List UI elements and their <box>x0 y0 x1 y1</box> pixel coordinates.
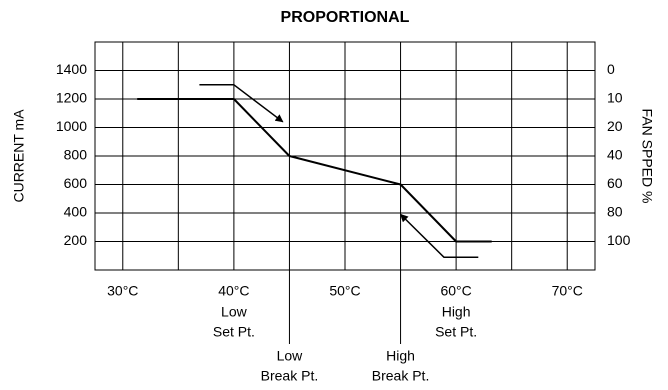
y2-tick-label: 80 <box>607 204 623 220</box>
annotation-text: Low <box>221 304 248 320</box>
y-tick-label: 1000 <box>56 118 87 134</box>
y2-tick-label: 40 <box>607 147 623 163</box>
x-tick-label: 50°C <box>329 283 360 299</box>
annotation-text: Set Pt. <box>213 324 255 340</box>
y2-tick-label: 10 <box>607 90 623 106</box>
y-tick-label: 600 <box>64 175 88 191</box>
annotation-text: High <box>442 304 471 320</box>
annotation-text: High <box>386 348 415 364</box>
annotation-text: Set Pt. <box>435 324 477 340</box>
y-tick-label: 400 <box>64 204 88 220</box>
y-tick-label: 200 <box>64 232 88 248</box>
y2-tick-label: 60 <box>607 175 623 191</box>
y2-tick-label: 0 <box>607 61 615 77</box>
annotation-text: Low <box>277 348 304 364</box>
y-axis-label: CURRENT mA <box>11 109 27 203</box>
chart-title: PROPORTIONAL <box>281 9 410 26</box>
y2-axis-label: FAN SPPED % <box>639 109 655 204</box>
x-tick-label: 40°C <box>218 283 249 299</box>
y-tick-label: 1200 <box>56 90 87 106</box>
direction-arrow <box>199 84 284 123</box>
control-line <box>137 98 492 243</box>
y2-tick-label: 100 <box>607 232 631 248</box>
annotation-text: Break Pt. <box>372 368 430 384</box>
x-tick-label: 70°C <box>552 283 583 299</box>
direction-arrow <box>400 213 479 258</box>
x-tick-label: 30°C <box>107 283 138 299</box>
y-tick-label: 1400 <box>56 61 87 77</box>
x-tick-label: 60°C <box>440 283 471 299</box>
y2-tick-label: 20 <box>607 118 623 134</box>
y-tick-label: 800 <box>64 147 88 163</box>
annotation-text: Break Pt. <box>261 368 319 384</box>
